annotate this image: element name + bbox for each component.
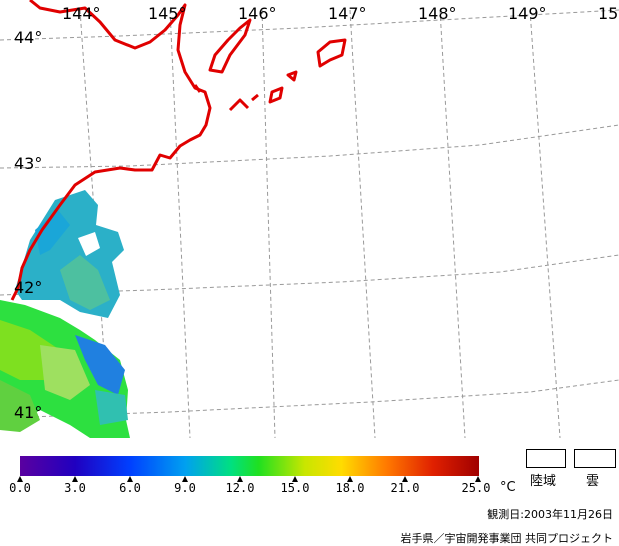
lon-line-148: [439, 9, 466, 439]
color-scale-ticks: [17, 476, 481, 482]
lon-label-147: 147°: [328, 4, 367, 23]
scale-tick-label: 15.0: [280, 481, 310, 495]
shiretoko-coast: [208, 18, 252, 74]
lat-label-42: 42°: [14, 278, 43, 297]
lon-label-150: 15: [598, 4, 619, 23]
lon-label-149: 149°: [508, 4, 547, 23]
land-legend-label: 陸域: [530, 474, 557, 489]
lon-line-149: [529, 9, 561, 439]
coastline: [10, 0, 347, 301]
lon-line-146: [261, 9, 276, 439]
lat-label-41: 41°: [14, 403, 43, 422]
kunashiri-coast: [193, 84, 259, 112]
lon-label-148: 148°: [418, 4, 457, 23]
lon-line-145: [169, 9, 191, 439]
scale-tick-label: 18.0: [335, 481, 365, 495]
lat-label-44: 44°: [14, 28, 43, 47]
scale-tick-label: 12.0: [225, 481, 255, 495]
land-legend-swatch: [526, 449, 566, 468]
scale-unit: °C: [500, 480, 516, 495]
islet-1: [268, 86, 284, 104]
lon-label-145: 145°: [148, 4, 187, 23]
scale-tick-label: 0.0: [9, 481, 31, 495]
lat-line-43: [0, 124, 619, 169]
scale-tick-label: 3.0: [64, 481, 86, 495]
sst-data: [0, 190, 130, 438]
cloud-legend-label: 雲: [586, 474, 600, 489]
observation-date: 観測日:2003年11月26日: [487, 508, 613, 521]
lon-label-144: 144°: [62, 4, 101, 23]
lat-label-43: 43°: [14, 154, 43, 173]
lon-label-146: 146°: [238, 4, 277, 23]
scale-tick-label: 6.0: [119, 481, 141, 495]
scale-tick-label: 9.0: [174, 481, 196, 495]
cloud-legend-swatch: [574, 449, 616, 468]
hokkaido-coast: [10, 0, 212, 301]
etorofu-coast: [316, 38, 347, 68]
scale-tick-label: 25.0: [461, 481, 491, 495]
lon-line-147: [349, 9, 376, 439]
scale-tick-label: 21.0: [390, 481, 420, 495]
islet-2: [286, 70, 298, 82]
lat-line-44: [0, 9, 619, 41]
credit-text: 岩手県／宇宙開発事業団 共同プロジェクト: [400, 532, 614, 545]
color-scale-bar: [20, 456, 479, 476]
